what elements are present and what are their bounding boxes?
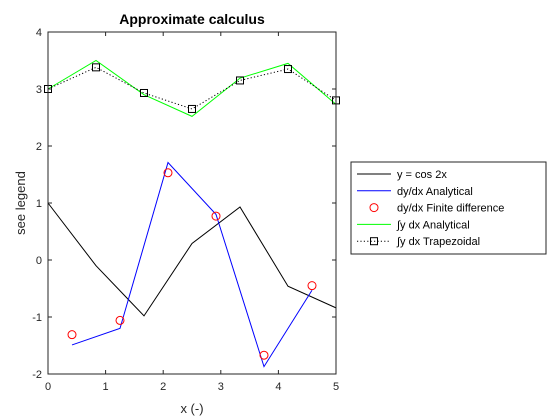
legend-label: y = cos 2x [397, 169, 447, 181]
legend-entry: ∫y dx Analytical [357, 219, 470, 231]
ticks-layer: 0 1 2 3 4 5 -2 -1 0 1 2 3 4 [32, 27, 339, 393]
legend-swatch-marker [369, 203, 379, 213]
series-3 [47, 59, 337, 117]
data-point [163, 168, 173, 178]
data-point [67, 330, 77, 340]
y-axis-title: see legend [13, 171, 28, 235]
legend-swatch-marker [370, 237, 378, 246]
legend-label: ∫y dx Analytical [396, 219, 470, 231]
legend-entry: dy/dx Finite difference [369, 203, 504, 215]
y-tick-label: 1 [36, 198, 42, 210]
data-point [307, 281, 317, 291]
x-tick-label: 4 [275, 381, 281, 393]
series-0 [47, 202, 337, 317]
x-tick-label: 2 [160, 381, 166, 393]
series-2 [67, 168, 317, 360]
x-tick-label: 3 [218, 381, 224, 393]
data-point [235, 76, 244, 85]
y-tick-label: 2 [36, 141, 42, 153]
legend-label: dy/dx Finite difference [397, 203, 504, 215]
data-point [188, 104, 196, 113]
chart-title: Approximate calculus [119, 11, 265, 27]
y-tick-label: 4 [36, 27, 42, 39]
data-point [211, 211, 221, 221]
series-line-4 [47, 66, 337, 110]
y-tick-label: 0 [36, 255, 42, 267]
data-point [91, 63, 100, 72]
data-point [115, 315, 125, 325]
y-tick-label: -2 [32, 369, 42, 381]
series-1 [71, 161, 313, 368]
x-axis-title: x (-) [180, 401, 203, 416]
legend-entry: y = cos 2x [357, 169, 447, 181]
legend-entry: dy/dx Analytical [357, 186, 473, 198]
plot-area [48, 32, 336, 374]
series-line-1 [71, 161, 313, 368]
series-line-0 [47, 202, 337, 317]
legend-box [350, 161, 547, 255]
y-tick-label: -1 [32, 312, 42, 324]
x-tick-label: 1 [103, 381, 109, 393]
plot-background [48, 32, 336, 374]
y-tick-label: 3 [36, 84, 42, 96]
legend-entry: ∫y dx Trapezoidal [357, 236, 480, 248]
data-point [284, 65, 293, 74]
data-point [140, 88, 149, 97]
legend-label: ∫y dx Trapezoidal [396, 236, 480, 248]
x-tick-label: 0 [45, 381, 51, 393]
legend-label: dy/dx Analytical [397, 186, 473, 198]
series-layer [44, 59, 340, 368]
series-line-3 [47, 59, 337, 117]
x-tick-label: 5 [333, 381, 339, 393]
legend: y = cos 2x dy/dx Analytical dy/dx Finite d… [350, 161, 547, 255]
data-point [259, 350, 269, 360]
